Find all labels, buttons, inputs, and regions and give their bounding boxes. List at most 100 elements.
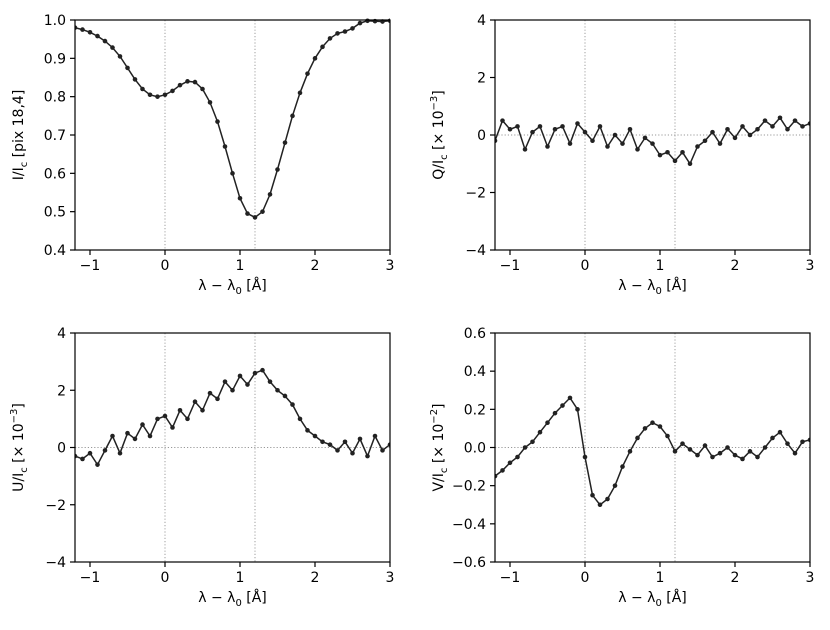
y-tick-label: 4 (477, 13, 486, 29)
data-point (725, 445, 730, 450)
data-point (305, 71, 310, 76)
data-point (672, 449, 678, 454)
data-point (650, 420, 655, 425)
data-point (620, 141, 625, 146)
data-point (560, 124, 565, 129)
data-point (582, 129, 588, 135)
data-point (245, 382, 250, 387)
data-point (702, 443, 708, 448)
series (75, 18, 390, 220)
panel-stokes-u: −1 0 1 2 3 −4 −2 0 2 4 λ − λ0 [Å] U/Ic [× 10−3] (9, 326, 394, 609)
data-point (117, 450, 123, 456)
data-point (260, 209, 265, 214)
data-point (132, 77, 138, 82)
y-tick-label: 0.2 (464, 402, 486, 418)
data-point (582, 454, 588, 460)
series-line (495, 116, 810, 166)
data-point (657, 152, 663, 158)
data-point (800, 124, 805, 129)
x-tick-label: 3 (806, 570, 815, 586)
data-point (755, 126, 760, 132)
data-point (740, 456, 745, 462)
data-point (770, 124, 775, 129)
data-point (192, 399, 198, 405)
data-point (612, 483, 618, 488)
data-point (665, 149, 670, 155)
data-point (230, 387, 235, 393)
data-point (710, 454, 715, 460)
data-point (560, 403, 565, 408)
y-tick-label: 2 (57, 383, 66, 399)
y-tick-label: 0.4 (44, 243, 66, 259)
data-point (350, 450, 355, 456)
data-point (740, 124, 745, 129)
data-point (252, 370, 258, 376)
data-point (185, 416, 190, 422)
data-point (575, 407, 580, 412)
data-point (215, 396, 220, 402)
data-point (695, 144, 700, 149)
data-point (155, 416, 160, 422)
data-point (117, 54, 123, 59)
data-point (627, 449, 633, 454)
data-point (515, 454, 520, 460)
data-point (342, 439, 348, 445)
data-point (800, 439, 805, 445)
data-point (170, 88, 175, 94)
data-point (777, 115, 783, 121)
y-tick-label: 0.0 (464, 441, 486, 457)
x-tick-label: 1 (236, 570, 245, 586)
y-tick-label: 0.9 (44, 51, 66, 67)
data-point (537, 429, 543, 435)
data-point (530, 439, 535, 445)
data-point (747, 132, 753, 138)
data-point (717, 450, 723, 456)
data-point (140, 86, 145, 92)
panel-stokes-q: −1 0 1 2 3 −4 −2 0 2 4 λ − λ0 [Å] Q/Ic [× 10−3] (429, 13, 814, 297)
y-tick-label: 0.7 (44, 128, 66, 144)
data-point (162, 413, 168, 419)
series-line (75, 20, 390, 219)
data-point (290, 113, 295, 119)
data-point (87, 450, 93, 456)
data-point (260, 367, 265, 373)
data-point (500, 118, 505, 123)
x-axis-label: λ − λ0 [Å] (198, 277, 267, 297)
y-tick-label: 0.6 (464, 326, 486, 342)
y-tick-label: −0.4 (452, 517, 486, 533)
y-tick-label: 0.8 (44, 90, 66, 106)
y-tick-label: 0 (477, 128, 486, 144)
x-tick-label: 2 (731, 570, 740, 586)
data-point (200, 86, 205, 92)
data-point (762, 445, 768, 450)
data-point (275, 167, 280, 172)
data-point (612, 132, 618, 138)
data-point (110, 433, 115, 439)
data-point (267, 379, 273, 384)
data-point (680, 441, 685, 446)
y-axis-label: Q/Ic [× 10−3] (429, 90, 450, 180)
x-tick-label: 0 (161, 258, 170, 274)
data-point (507, 126, 513, 132)
series (75, 367, 390, 467)
data-point (717, 141, 723, 146)
data-point (177, 82, 183, 88)
data-point (177, 407, 183, 413)
series (495, 395, 810, 508)
data-point (87, 29, 93, 35)
x-tick-label: 2 (311, 258, 320, 274)
x-tick-label: −1 (80, 570, 101, 586)
data-point (252, 215, 258, 220)
x-tick-label: 1 (656, 570, 665, 586)
panel-intensity: −1 0 1 2 3 0.4 0.5 0.6 0.7 0.8 0.9 1.0 λ − λ0 [Å] I/I… (11, 13, 394, 297)
data-point (650, 141, 655, 146)
data-point (312, 433, 318, 439)
y-tick-label: 0.6 (44, 166, 66, 182)
data-point (297, 90, 303, 96)
data-point (230, 171, 235, 176)
data-point (785, 441, 790, 446)
x-tick-label: 2 (731, 258, 740, 274)
data-point (155, 94, 160, 99)
y-tick-label: 2 (477, 71, 486, 87)
data-point (125, 430, 130, 436)
